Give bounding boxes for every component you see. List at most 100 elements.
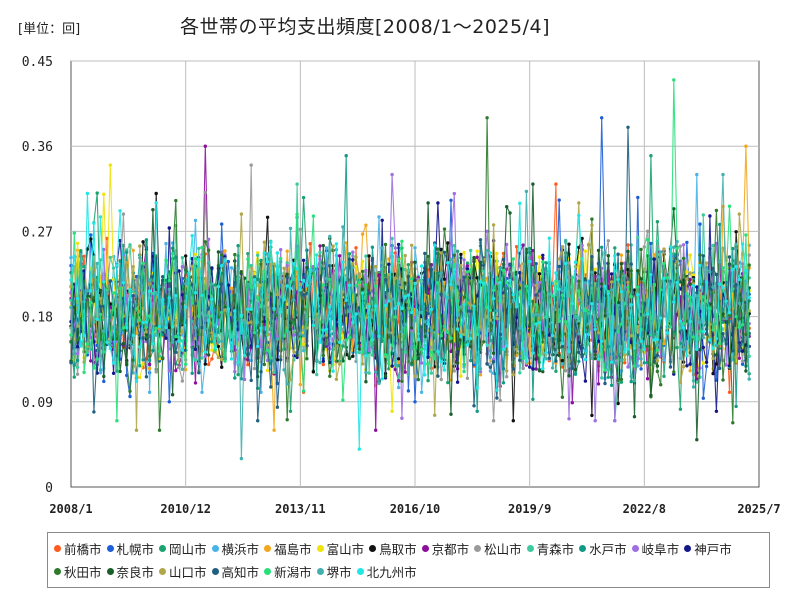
legend-label: 鳥取市	[379, 542, 417, 557]
data-point	[256, 419, 260, 423]
data-point	[734, 242, 738, 246]
data-point	[570, 275, 574, 280]
data-point	[672, 370, 676, 374]
data-point	[118, 328, 122, 332]
data-point	[652, 359, 656, 363]
data-point	[534, 312, 538, 317]
data-point	[180, 256, 185, 260]
data-point	[649, 257, 653, 261]
data-point	[419, 347, 424, 352]
data-point	[616, 277, 620, 282]
data-point	[220, 365, 224, 369]
data-point	[256, 344, 260, 349]
data-point	[229, 294, 234, 298]
data-point	[505, 344, 509, 348]
data-point	[475, 249, 479, 253]
data-point	[586, 332, 591, 337]
data-point	[351, 250, 355, 254]
data-point	[482, 281, 486, 286]
data-point	[685, 319, 689, 323]
data-point	[727, 390, 732, 394]
data-point	[629, 303, 633, 307]
data-point	[377, 215, 381, 219]
data-point	[396, 257, 401, 262]
data-point	[206, 248, 211, 252]
legend-marker-icon	[356, 567, 364, 575]
data-point	[708, 306, 712, 311]
data-point	[583, 379, 588, 383]
data-point	[436, 349, 440, 354]
data-point	[72, 328, 77, 333]
data-point	[698, 263, 702, 268]
data-point	[704, 261, 709, 265]
data-point	[118, 349, 122, 353]
data-point	[659, 250, 663, 254]
data-point	[111, 266, 116, 270]
data-point	[174, 368, 178, 373]
data-point	[105, 288, 109, 292]
data-point	[514, 245, 519, 249]
data-point	[275, 358, 280, 362]
data-point	[147, 366, 152, 371]
data-point	[465, 264, 470, 268]
data-point	[82, 269, 86, 273]
data-point	[233, 281, 237, 285]
data-point	[537, 289, 542, 293]
data-point	[193, 347, 198, 351]
data-point	[672, 300, 676, 304]
data-point	[655, 343, 660, 347]
data-point	[596, 261, 601, 266]
data-point	[75, 345, 80, 349]
data-point	[426, 312, 430, 316]
data-point	[272, 359, 276, 363]
data-point	[220, 222, 224, 226]
data-point	[701, 295, 705, 299]
data-point	[383, 242, 388, 247]
data-point	[213, 283, 217, 287]
data-point	[704, 266, 709, 270]
data-point	[606, 239, 610, 243]
data-point	[311, 269, 316, 273]
data-point	[498, 398, 502, 403]
data-point	[724, 342, 728, 346]
data-point	[184, 362, 188, 366]
data-point	[554, 369, 558, 373]
data-point	[603, 250, 607, 255]
data-point	[141, 358, 145, 362]
data-point	[400, 330, 404, 334]
data-point	[557, 319, 561, 323]
data-point	[89, 237, 93, 241]
data-point	[446, 241, 450, 245]
data-point	[485, 116, 489, 120]
data-point	[216, 355, 221, 360]
data-point	[396, 353, 401, 358]
data-point	[305, 317, 309, 322]
data-point	[469, 290, 473, 294]
data-point	[69, 305, 73, 310]
legend-marker-icon	[579, 545, 587, 552]
data-point	[469, 336, 473, 341]
y-tick-label: 0.18	[22, 311, 53, 326]
data-point	[711, 356, 715, 361]
data-point	[92, 320, 96, 324]
data-point	[701, 336, 705, 340]
data-point	[688, 277, 692, 282]
data-point	[632, 378, 637, 383]
data-point	[609, 288, 614, 292]
data-point	[92, 366, 96, 370]
data-point	[383, 278, 388, 282]
data-point	[475, 409, 479, 413]
data-point	[95, 317, 99, 321]
data-point	[279, 260, 283, 264]
data-point	[203, 354, 207, 359]
data-point	[89, 289, 93, 293]
data-point	[698, 222, 702, 226]
data-point	[613, 361, 617, 365]
data-point	[295, 182, 299, 186]
data-point	[360, 259, 365, 264]
data-point	[390, 172, 394, 177]
data-point	[92, 275, 96, 279]
data-point	[714, 343, 719, 348]
data-point	[390, 364, 394, 368]
data-point	[403, 350, 407, 354]
